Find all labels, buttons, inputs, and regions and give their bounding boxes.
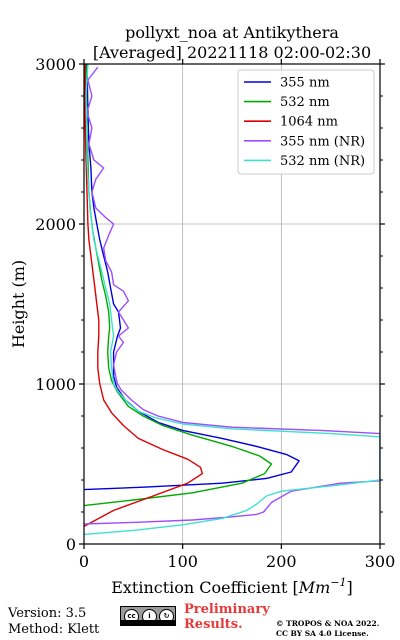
license-line1: © TROPOS & NOA 2022. bbox=[276, 619, 380, 628]
series-line-4 bbox=[84, 64, 380, 536]
extinction-profile-chart: pollyxt_noa at Antikythera [Averaged] 20… bbox=[9, 23, 395, 597]
x-tick-label-100: 100 bbox=[167, 552, 198, 571]
legend: 355 nm 532 nm 1064 nm 355 nm (NR) 532 nm (NR… bbox=[237, 69, 375, 175]
series-line-2 bbox=[84, 64, 204, 528]
chart-title: pollyxt_noa at Antikythera bbox=[125, 23, 339, 42]
x-axis-label-exponent: −1 bbox=[330, 576, 346, 589]
series-line-3 bbox=[84, 66, 380, 525]
preliminary-line2: Results. bbox=[184, 617, 243, 632]
x-axis-label: Extinction Coefficient [Mm−1] bbox=[111, 576, 353, 597]
y-axis-label: Height (m) bbox=[9, 260, 28, 348]
y-tick-label-3000: 3000 bbox=[35, 55, 76, 74]
chart-subtitle: [Averaged] 20221118 02:00-02:30 bbox=[93, 43, 371, 62]
preliminary-notice: Preliminary Results. bbox=[184, 602, 270, 632]
x-tick-label-200: 200 bbox=[266, 552, 297, 571]
x-tick-label-0: 0 bbox=[79, 552, 89, 571]
license-line2: CC BY SA 4.0 License. bbox=[276, 629, 369, 638]
version-text: Version: 3.5 bbox=[8, 606, 87, 621]
method-text: Method: Klett bbox=[8, 622, 100, 637]
legend-box bbox=[237, 69, 375, 175]
license-text: © TROPOS & NOA 2022. CC BY SA 4.0 Licens… bbox=[276, 619, 379, 639]
preliminary-line1: Preliminary bbox=[184, 602, 270, 617]
series-line-0 bbox=[84, 64, 300, 491]
plot-frame bbox=[83, 63, 381, 545]
y-tick-label-1000: 1000 bbox=[35, 375, 76, 394]
legend-label-2: 1064 nm bbox=[280, 115, 338, 130]
x-axis-label-unit: Mm bbox=[298, 578, 331, 597]
legend-label-4: 532 nm (NR) bbox=[280, 154, 365, 169]
x-axis-label-close: ] bbox=[347, 578, 353, 597]
cc-license-badge: cc i ↻ bbox=[120, 606, 176, 626]
y-tick-label-2000: 2000 bbox=[35, 215, 76, 234]
series-lines bbox=[84, 64, 380, 536]
legend-label-1: 532 nm bbox=[280, 95, 330, 110]
x-tick-label-300: 300 bbox=[365, 552, 396, 571]
axis-ticks bbox=[79, 59, 385, 549]
legend-label-3: 355 nm (NR) bbox=[280, 134, 365, 149]
legend-label-0: 355 nm bbox=[280, 76, 330, 91]
y-tick-label-0: 0 bbox=[66, 535, 76, 554]
x-axis-label-text: Extinction Coefficient [ bbox=[111, 578, 299, 597]
cc-strip bbox=[121, 620, 175, 625]
